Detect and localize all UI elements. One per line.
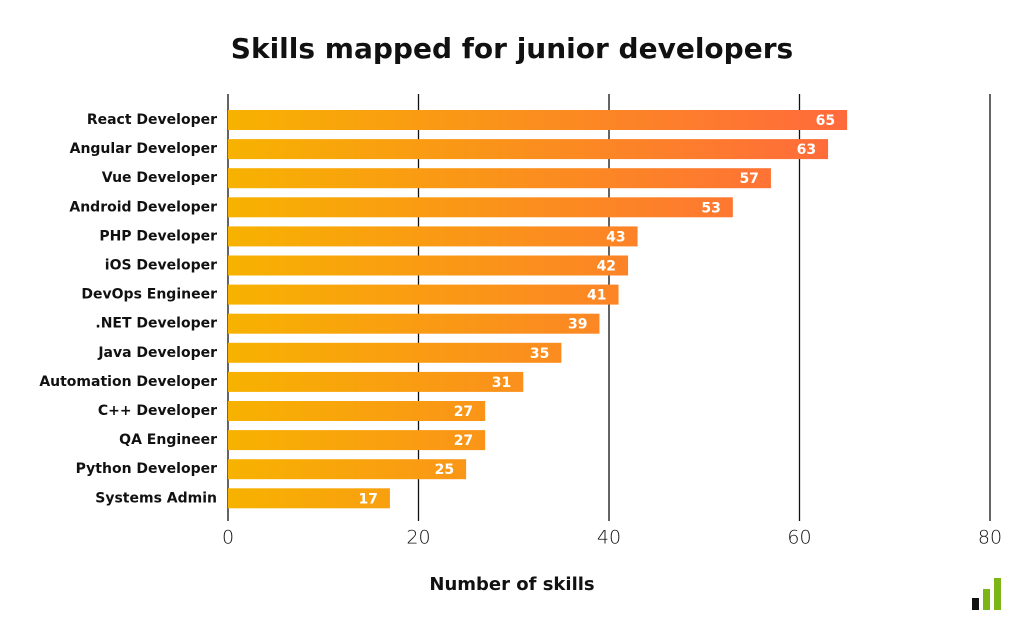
y-tick-label: .NET Developer <box>95 316 217 332</box>
y-tick-label: Angular Developer <box>70 141 217 157</box>
value-label: 31 <box>492 375 511 391</box>
x-tick-label: 40 <box>597 527 621 549</box>
value-label: 65 <box>816 113 835 129</box>
y-tick-label: Android Developer <box>69 199 217 215</box>
value-label: 41 <box>587 288 606 304</box>
bar <box>228 313 600 334</box>
chart-title: Skills mapped for junior developers <box>231 32 793 65</box>
bar <box>228 255 629 276</box>
bar <box>228 168 771 189</box>
value-label: 25 <box>435 462 454 478</box>
x-tick-label: 0 <box>222 527 234 549</box>
value-label: 35 <box>530 346 549 362</box>
value-label: 42 <box>597 259 616 275</box>
x-tick-label: 80 <box>978 527 1002 549</box>
value-label: 17 <box>358 491 377 507</box>
y-tick-label: Automation Developer <box>39 374 217 390</box>
value-label: 27 <box>454 433 473 449</box>
bar <box>228 197 733 218</box>
value-label: 43 <box>606 229 625 245</box>
logo <box>972 578 1001 610</box>
x-axis-label: Number of skills <box>429 574 594 595</box>
value-label: 57 <box>739 171 758 187</box>
y-tick-label: Java Developer <box>97 345 217 361</box>
value-label: 63 <box>797 142 816 158</box>
y-tick-label: iOS Developer <box>105 258 217 274</box>
bar <box>228 401 486 421</box>
bar <box>228 226 638 247</box>
value-label: 27 <box>454 404 473 420</box>
bar <box>228 139 829 160</box>
bar <box>228 488 390 509</box>
bar <box>228 430 486 451</box>
y-tick-label: PHP Developer <box>99 228 217 244</box>
value-label: 39 <box>568 317 587 333</box>
x-tick-label: 60 <box>787 527 811 549</box>
y-tick-label: C++ Developer <box>98 403 217 419</box>
y-tick-label: Vue Developer <box>102 170 217 186</box>
y-tick-label: React Developer <box>87 112 217 128</box>
value-label: 53 <box>701 200 720 216</box>
bar <box>228 371 524 392</box>
bar <box>228 110 848 130</box>
y-tick-label: Python Developer <box>76 461 217 477</box>
y-tick-label: QA Engineer <box>119 432 217 448</box>
bar <box>228 459 467 480</box>
y-tick-label: Systems Admin <box>95 490 217 506</box>
y-tick-label: DevOps Engineer <box>81 287 217 303</box>
x-tick-label: 20 <box>406 527 430 549</box>
bar <box>228 342 562 363</box>
bar <box>228 284 619 305</box>
